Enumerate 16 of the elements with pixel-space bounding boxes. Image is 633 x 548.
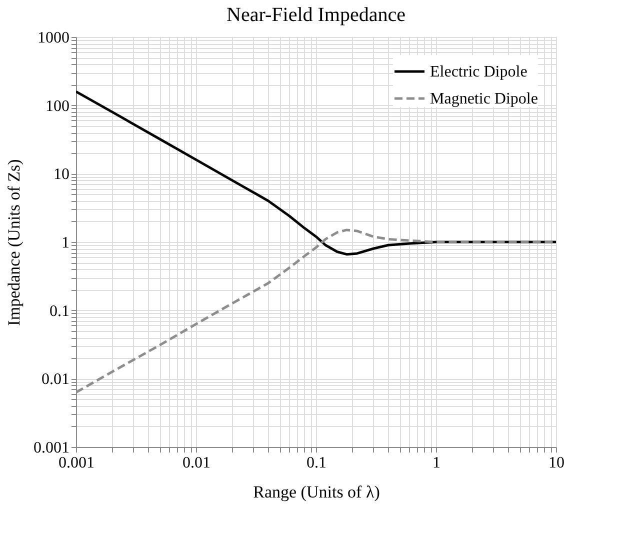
x-tick-label: 0.1 (306, 454, 326, 472)
x-tick-label: 1 (432, 454, 440, 472)
y-tick-label: 0.001 (34, 440, 70, 456)
y-tick-label: 0.1 (50, 302, 70, 320)
y-tick-label: 1 (62, 234, 70, 252)
x-tick-label: 10 (548, 454, 564, 472)
y-axis-title: Impedance (Units of Zs) (4, 159, 24, 326)
chart-title: Near-Field Impedance (226, 4, 406, 26)
legend-label: Magnetic Dipole (430, 90, 538, 108)
y-tick-label: 10 (54, 166, 70, 184)
legend-label: Electric Dipole (430, 64, 528, 80)
y-tick-label: 0.01 (42, 371, 70, 388)
y-tick-label: 100 (46, 98, 70, 115)
x-axis-title: Range (Units of λ) (253, 482, 380, 502)
x-tick-label: 0.01 (182, 454, 210, 472)
y-tick-label: 1000 (38, 30, 70, 46)
